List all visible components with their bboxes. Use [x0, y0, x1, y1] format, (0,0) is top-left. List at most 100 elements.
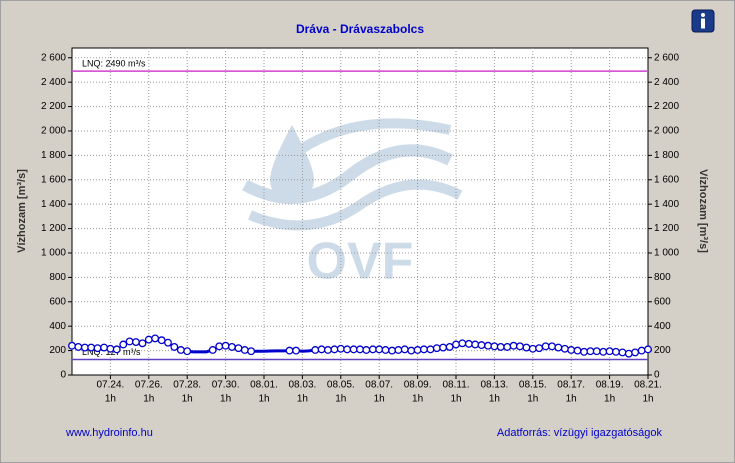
data-point — [573, 346, 582, 355]
x-tick-hour: 1h — [335, 394, 346, 405]
data-point — [618, 348, 627, 357]
data-point — [605, 347, 614, 356]
series-line — [251, 348, 316, 353]
y2-tick-label: 2 400 — [654, 77, 679, 88]
data-point — [100, 343, 109, 352]
data-point — [413, 346, 422, 354]
y-tick-label: 2 400 — [41, 77, 66, 88]
data-point — [522, 343, 531, 352]
data-point — [631, 348, 640, 357]
chart-title: Dráva - Drávaszabolcs — [296, 22, 424, 36]
x-tick-label: 08.11. — [442, 380, 469, 391]
data-point — [580, 347, 589, 356]
y-axis-label: Vízhozam [m³/s] — [16, 169, 28, 253]
data-point — [477, 341, 486, 350]
data-point — [330, 345, 339, 354]
x-tick-label: 08.07. — [365, 380, 393, 391]
x-tick-hour: 1h — [220, 394, 231, 405]
y-tick-label: 1 000 — [41, 248, 66, 259]
x-tick-label: 08.09. — [404, 380, 432, 391]
data-point — [80, 343, 89, 352]
y-tick-label: 0 — [60, 370, 66, 381]
y-tick-label: 2 600 — [41, 52, 66, 63]
data-point — [349, 345, 358, 354]
data-point — [637, 346, 646, 355]
data-point — [535, 344, 544, 353]
data-point — [484, 341, 493, 350]
data-point — [560, 344, 569, 353]
data-point — [368, 345, 377, 354]
data-point — [407, 346, 416, 355]
y2-tick-label: 200 — [654, 345, 671, 356]
info-icon[interactable] — [691, 9, 715, 33]
data-point — [515, 342, 524, 351]
data-point — [548, 342, 556, 351]
y2-tick-label: 0 — [654, 370, 660, 381]
data-point — [138, 339, 147, 348]
y-tick-label: 200 — [49, 345, 66, 356]
x-tick-hour: 1h — [450, 394, 461, 405]
data-point — [157, 336, 166, 345]
data-point — [183, 347, 192, 356]
x-tick-label: 08.05. — [327, 380, 355, 391]
data-point — [119, 340, 128, 349]
y-tick-label: 1 800 — [41, 150, 66, 161]
data-point — [452, 340, 460, 349]
data-point — [311, 346, 320, 354]
data-point — [74, 342, 83, 351]
data-point — [362, 346, 371, 354]
x-tick-hour: 1h — [642, 394, 653, 405]
x-tick-label: 07.28. — [173, 380, 201, 391]
data-point — [106, 344, 115, 353]
x-tick-label: 08.15. — [519, 380, 547, 391]
y-tick-label: 1 400 — [41, 199, 66, 210]
y-tick-label: 800 — [49, 272, 66, 283]
data-point — [554, 343, 563, 352]
data-point — [176, 346, 185, 354]
x-tick-label: 07.24. — [96, 380, 124, 391]
data-point — [400, 345, 409, 354]
data-point — [439, 343, 448, 352]
x-tick-label: 08.17. — [557, 380, 585, 391]
data-point — [87, 343, 96, 352]
y-tick-label: 1 200 — [41, 223, 66, 234]
y2-tick-label: 2 600 — [654, 52, 679, 63]
logo — [242, 118, 463, 231]
y2-tick-label: 2 200 — [654, 101, 679, 112]
data-point — [234, 344, 243, 353]
data-point — [426, 345, 435, 354]
x-tick-hour: 1h — [105, 394, 116, 405]
y-tick-label: 2 200 — [41, 101, 66, 112]
y2-tick-label: 1 800 — [654, 150, 679, 161]
data-point — [592, 347, 601, 356]
data-point — [381, 346, 390, 354]
y2-tick-label: 1 400 — [654, 199, 679, 210]
data-point — [528, 344, 537, 353]
y-tick-label: 1 600 — [41, 174, 66, 185]
x-tick-label: 08.01. — [250, 380, 278, 391]
y2-tick-label: 2 000 — [654, 126, 679, 137]
x-tick-hour: 1h — [489, 394, 500, 405]
data-point — [112, 345, 121, 354]
footer-link[interactable]: www.hydroinfo.hu — [65, 427, 153, 439]
data-point — [394, 346, 403, 354]
data-point — [419, 345, 428, 354]
y-tick-label: 400 — [49, 321, 66, 332]
footer-source: Adatforrás: vízügyi igazgatóságok — [497, 427, 663, 439]
data-point — [125, 337, 134, 346]
data-point — [567, 346, 576, 354]
x-tick-hour: 1h — [182, 394, 193, 405]
x-tick-hour: 1h — [604, 394, 615, 405]
x-tick-hour: 1h — [412, 394, 423, 405]
data-point — [644, 345, 652, 354]
data-point — [445, 342, 454, 351]
y2-tick-label: 1 200 — [654, 223, 679, 234]
reference-label: LNQ: 2490 m³/s — [82, 59, 146, 69]
y2-tick-label: 400 — [654, 321, 671, 332]
data-point — [541, 342, 550, 351]
data-point — [292, 346, 301, 355]
data-point — [68, 341, 76, 350]
x-tick-label: 08.21. — [634, 380, 662, 391]
x-tick-label: 08.03. — [288, 380, 316, 391]
x-tick-label: 07.30. — [212, 380, 240, 391]
